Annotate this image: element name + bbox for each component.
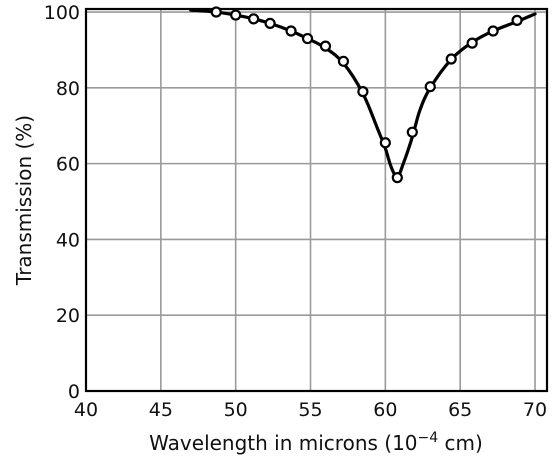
x-tick-labels: 40 45 50 55 60 65 70 — [74, 399, 547, 421]
data-point — [337, 55, 350, 67]
points-layer — [210, 6, 523, 184]
x-axis-label-unit: cm) — [438, 431, 483, 455]
data-point — [424, 81, 436, 93]
x-tick-label: 50 — [224, 399, 248, 421]
data-point — [445, 53, 457, 65]
x-tick-label: 70 — [523, 399, 547, 421]
x-tick-label: 45 — [149, 399, 173, 421]
x-tick-label: 40 — [74, 399, 98, 421]
y-axis-label: Transmission (%) — [12, 115, 36, 286]
data-point — [466, 37, 478, 49]
y-tick-label: 40 — [56, 229, 80, 251]
data-point — [210, 6, 222, 18]
y-tick-label: 60 — [56, 154, 80, 176]
y-tick-label: 0 — [68, 381, 80, 403]
x-axis-label: Wavelength in microns (10−4 cm) — [149, 430, 483, 455]
y-tick-label: 100 — [44, 2, 80, 24]
data-point — [511, 14, 523, 26]
plot-frame — [84, 7, 549, 393]
data-point — [406, 126, 418, 138]
x-axis-label-exponent: −4 — [418, 430, 439, 446]
data-point — [301, 32, 314, 45]
data-point — [379, 137, 391, 149]
data-point — [230, 9, 242, 21]
y-tick-labels: 0 20 40 60 80 100 — [44, 2, 80, 403]
data-point — [264, 17, 276, 30]
data-point — [248, 13, 260, 25]
data-point — [391, 172, 403, 184]
y-tick-label: 20 — [56, 305, 80, 327]
x-tick-label: 55 — [298, 399, 322, 421]
data-point — [357, 86, 369, 98]
data-point — [319, 40, 332, 52]
x-tick-label: 60 — [373, 399, 397, 421]
data-point — [285, 25, 297, 37]
x-tick-label: 65 — [448, 399, 472, 421]
data-point — [487, 25, 499, 37]
grid — [86, 9, 547, 391]
y-tick-label: 80 — [56, 78, 80, 100]
